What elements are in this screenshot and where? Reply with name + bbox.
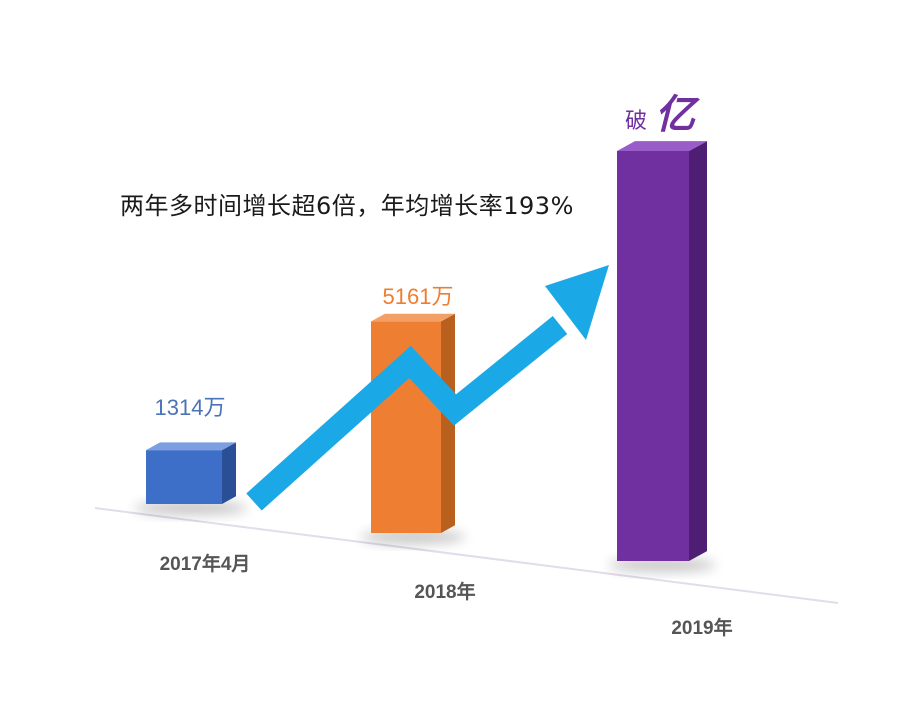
bar-3 (608, 141, 716, 572)
category-label-2: 2018年 (414, 580, 475, 603)
bar-front-face (617, 151, 689, 561)
bar-top-face (617, 141, 707, 151)
bar-shadow (608, 558, 716, 572)
bar-front-face (146, 450, 222, 504)
data-label-emphasis: 亿 (655, 93, 700, 137)
bar-shadow (360, 530, 466, 544)
bar-side-face (441, 313, 455, 533)
trend-arrow-head (545, 265, 609, 340)
bar-side-face (689, 141, 707, 561)
trend-arrow (246, 265, 609, 511)
chart-headline: 两年多时间增长超6倍，年均增长率193% (120, 192, 574, 220)
bar-top-face (371, 313, 455, 322)
bar-1 (134, 442, 248, 515)
data-label-2: 5161万 (383, 284, 454, 309)
data-label-3: 破亿 (625, 93, 700, 137)
bar-2 (360, 313, 466, 544)
trend-arrow-shaft (246, 316, 568, 511)
baseline (94, 507, 839, 604)
bar-shadow (134, 501, 248, 515)
category-label-1: 2017年4月 (160, 552, 251, 575)
bar-top-face (146, 442, 236, 451)
data-label-1: 1314万 (155, 395, 226, 420)
bar-side-face (222, 442, 236, 504)
category-label-3: 2019年 (671, 616, 732, 639)
data-label-prefix: 破 (625, 108, 647, 133)
